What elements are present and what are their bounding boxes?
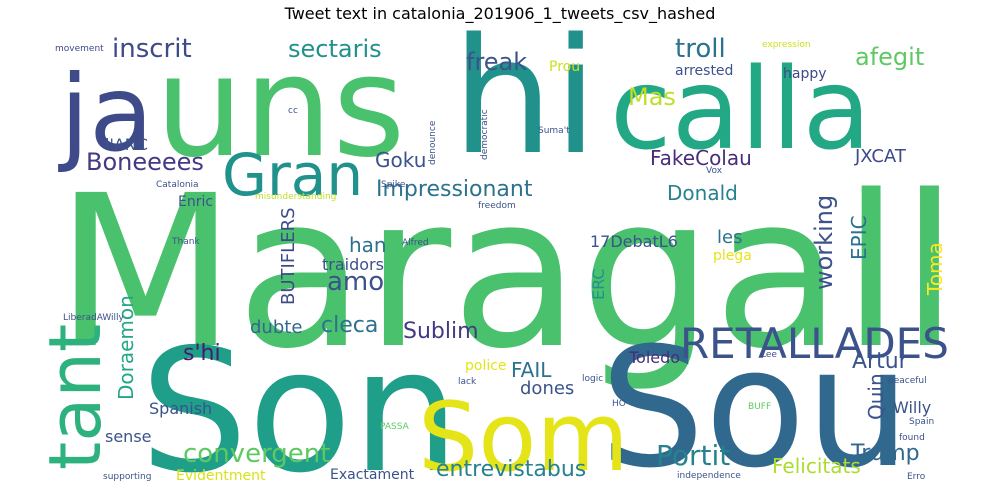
word-sense: sense — [105, 427, 152, 446]
word-misunderstanding: misunderstanding — [255, 192, 336, 202]
word-liberadawilly: LiberadAWilly — [63, 313, 125, 323]
word-s-hi: s'hi — [183, 341, 221, 366]
word-buff: BUFF — [748, 402, 771, 412]
word-afegit: afegit — [855, 43, 924, 71]
word-vox: Vox — [706, 166, 723, 176]
chart-title: Tweet text in catalonia_201906_1_tweets_… — [284, 4, 716, 23]
word-cleca: cleca — [321, 313, 378, 338]
word-independence: independence — [677, 471, 741, 481]
word-jxcat: JXCAT — [854, 146, 907, 167]
word-sectaris: sectaris — [288, 35, 382, 63]
word-l-anc: l'ANC — [105, 135, 148, 154]
word-happy: happy — [783, 66, 827, 82]
word-boneeees: Boneeees — [86, 148, 204, 176]
word-inscrit: inscrit — [112, 34, 192, 64]
word-calla: calla — [610, 45, 871, 175]
word-found: found — [899, 433, 925, 443]
word-supporting: supporting — [103, 472, 151, 482]
word-artur: Artur — [852, 349, 909, 374]
word-retallades: RETALLADES — [680, 319, 949, 368]
word-les: les — [717, 227, 742, 248]
word-som: Som — [418, 383, 629, 493]
word-fail: FAIL — [511, 358, 552, 382]
word-maragall: Maragall — [55, 150, 959, 395]
word-spain: Spain — [909, 417, 934, 427]
word-butiflers: BUTIFLERS — [278, 207, 299, 305]
word-arrested: arrested — [675, 63, 733, 79]
word-amo: amo — [327, 267, 384, 297]
word-erc: ERC — [589, 268, 608, 300]
word-prou: Prou — [549, 59, 580, 75]
word-portit: Portit — [656, 439, 730, 472]
word-doraemon: Doraemon — [114, 295, 138, 400]
word-cc: cc — [288, 106, 298, 116]
word-trump: Trump — [850, 441, 920, 466]
word-alfred: Alfred — [402, 238, 429, 248]
word-thank: Thank — [171, 237, 200, 247]
word-peaceful: peaceful — [888, 376, 927, 386]
word-troll: troll — [675, 34, 726, 64]
word-police: police — [465, 358, 507, 374]
word-expression: expression — [762, 40, 811, 50]
word-suma-t: Suma't — [538, 126, 570, 136]
word-traidors: traidors — [322, 255, 384, 274]
word-goku: Goku — [375, 148, 426, 172]
word-passa: PASSA — [380, 422, 410, 432]
word-sou: Sou — [600, 312, 910, 500]
word-ja: ja — [58, 53, 154, 175]
word-denounce: denounce — [428, 120, 438, 165]
word-willy: Willy — [893, 398, 931, 417]
word-exactament: Exactament — [330, 467, 415, 483]
word-entrevistabus: entrevistabus — [436, 457, 586, 482]
word-17debatl6: 17DebatL6 — [590, 232, 678, 251]
word-dones: dones — [520, 378, 574, 399]
word-movement: movement — [55, 44, 104, 54]
word-quin: Quin — [864, 373, 888, 420]
word-lee: Lee — [761, 350, 777, 360]
word-logic: logic — [582, 374, 603, 384]
word-uns: uns — [155, 26, 405, 189]
word-son: Son — [140, 313, 460, 500]
word-catalonia: Catalonia — [156, 180, 199, 190]
word-fakecolau: FakeColau — [650, 146, 752, 170]
word-mas: Mas — [628, 83, 676, 111]
word-dubte: dubte — [250, 317, 302, 338]
word-toledo: Toledo — [628, 348, 680, 367]
word-enric: Enric — [178, 194, 213, 210]
word-ho: HO — [612, 399, 626, 409]
word-democratic: democratic — [480, 109, 490, 160]
word-gran: Gran — [222, 141, 363, 209]
word-spike: Spike — [381, 180, 406, 190]
word-plega: plega — [713, 248, 752, 264]
word-freedom: freedom — [478, 201, 516, 211]
word-impressionant: Impressionant — [376, 177, 533, 202]
word-sublim: Sublim — [403, 319, 479, 344]
word-evidentment: Evidentment — [176, 468, 266, 484]
word-convergent: convergent — [183, 439, 330, 469]
word-toma: Toma — [923, 242, 947, 296]
word-lack: lack — [458, 377, 477, 387]
word-tant: tant — [33, 324, 117, 470]
word-han: han — [349, 233, 387, 257]
word-felicitats: Felicitats — [772, 454, 861, 478]
word-epic: EPIC — [847, 215, 871, 260]
word-freak: freak — [466, 48, 527, 76]
word-spanish: Spanish — [149, 399, 212, 418]
word-hi: hi — [452, 3, 598, 190]
word-erro: Erro — [907, 472, 926, 482]
word-donald: Donald — [667, 181, 738, 205]
word-working: working — [810, 195, 838, 290]
